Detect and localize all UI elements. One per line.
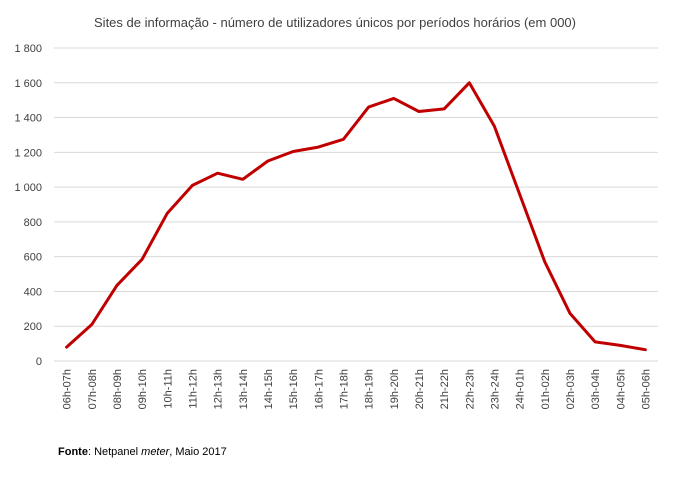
x-tick-label: 17h-18h	[338, 369, 350, 409]
x-tick-label: 19h-20h	[389, 369, 401, 409]
y-tick-label: 200	[24, 321, 42, 333]
source-text-suffix: , Maio 2017	[169, 446, 227, 458]
x-tick-label: 06h-07h	[62, 369, 74, 409]
y-tick-label: 1 200	[14, 147, 42, 159]
series-line-0	[65, 81, 647, 352]
x-tick-label: 20h-21h	[414, 369, 426, 409]
x-tick-label: 12h-13h	[213, 369, 225, 409]
x-tick-label: 05h-06h	[640, 369, 652, 409]
x-tick-label: 23h-24h	[489, 369, 501, 409]
y-tick-label: 800	[24, 217, 42, 229]
source-text-italic: meter	[141, 446, 170, 458]
x-tick-label: 13h-14h	[238, 369, 250, 409]
y-tick-label: 1 000	[14, 182, 42, 194]
x-tick-label: 09h-10h	[137, 369, 149, 409]
y-tick-label: 1 400	[14, 113, 42, 125]
line-chart: Sites de informação - número de utilizad…	[14, 15, 658, 409]
x-tick-label: 07h-08h	[87, 369, 99, 409]
x-tick-label: 02h-03h	[565, 369, 577, 409]
x-tick-label: 22h-23h	[464, 369, 476, 409]
x-tick-label: 10h-11h	[162, 369, 174, 409]
x-tick-label: 01h-02h	[540, 369, 552, 409]
x-tick-label: 16h-17h	[313, 369, 325, 409]
y-tick-label: 1 600	[14, 78, 42, 90]
y-tick-label: 0	[36, 356, 42, 368]
x-tick-label: 15h-16h	[288, 369, 300, 409]
y-tick-label: 1 800	[14, 43, 42, 55]
source-text-prefix: : Netpanel	[87, 446, 142, 458]
y-tick-label: 400	[24, 286, 42, 298]
x-tick-label: 21h-22h	[439, 369, 451, 409]
y-axis-tick-labels: 0 200 400 600 800 1 000 1 200 1 400 1 600 1 800	[14, 43, 42, 368]
source-label: Fonte	[58, 446, 88, 458]
x-axis-tick-labels: 06h-07h 07h-08h 08h-09h 09h-10h 10h-11h 11h-1…	[62, 369, 653, 409]
grid-lines	[54, 47, 658, 362]
y-tick-label: 600	[24, 252, 42, 264]
x-tick-label: 14h-15h	[263, 369, 275, 409]
x-tick-label: 18h-19h	[364, 369, 376, 409]
source-note: Fonte: Netpanel meter, Maio 2017	[58, 446, 227, 458]
series-lines	[65, 81, 647, 352]
x-tick-label: 11h-12h	[187, 369, 199, 409]
x-tick-label: 04h-05h	[615, 369, 627, 409]
chart-title: Sites de informação - número de utilizad…	[94, 15, 576, 30]
x-tick-label: 03h-04h	[590, 369, 602, 409]
x-tick-label: 24h-01h	[515, 369, 527, 409]
x-tick-label: 08h-09h	[112, 369, 124, 409]
